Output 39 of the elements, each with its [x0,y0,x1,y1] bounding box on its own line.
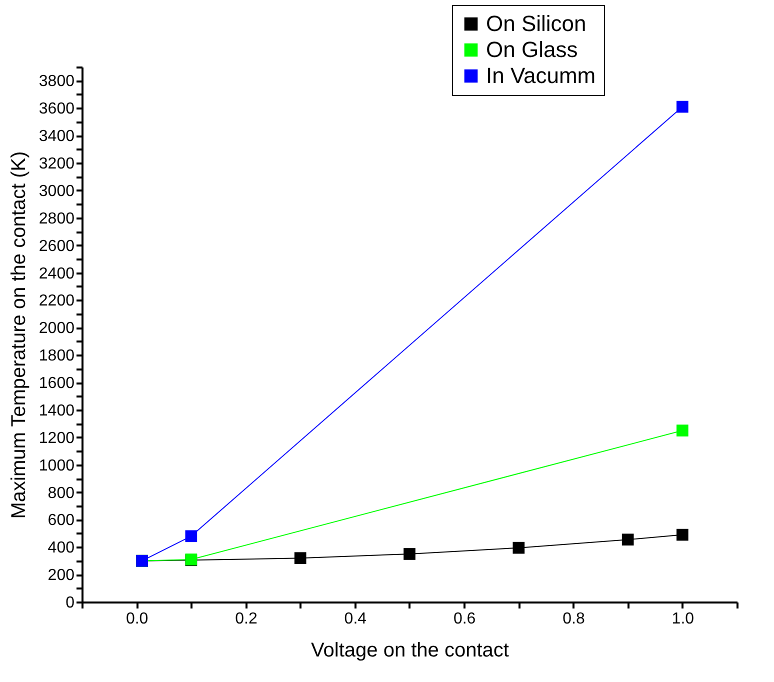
x-tick-label: 0.8 [562,610,585,628]
point [185,530,198,542]
legend-label: On Glass [486,37,578,62]
point [676,424,688,436]
x-tick-label: 0.4 [344,610,367,628]
y-tick-label: 3800 [38,73,75,90]
y-tick-label: 1600 [38,375,75,392]
point [622,534,634,546]
y-tick-label: 2600 [38,238,75,255]
y-tick-label: 2400 [38,265,75,282]
y-tick-label: 1400 [38,402,75,420]
y-tick-label: 3400 [38,128,75,146]
y-tick-label: 2200 [38,292,75,310]
y-tick-label: 800 [48,484,75,502]
y-tick-label: 200 [48,567,75,584]
point [404,548,416,560]
y-tick-label: 600 [48,512,75,530]
y-tick-label: 2800 [38,210,75,228]
y-tick-label: 400 [48,540,75,557]
x-tick-label: 0.0 [126,610,148,628]
y-tick-label: 3200 [38,156,75,173]
legend-label: On Silicon [486,11,586,36]
point [294,552,306,564]
x-tick-label: 0.6 [453,610,476,628]
x-axis-title: Voltage on the contact [311,640,510,662]
point [676,528,688,541]
y-tick-label: 0 [66,594,75,612]
legend-label: In Vacumm [486,63,596,88]
y-tick-label: 3000 [38,182,75,200]
y-tick-label: 1200 [38,430,75,447]
y-tick-label: 1000 [38,457,75,474]
y-tick-label: 1800 [38,348,75,365]
y-tick-label: 3600 [38,100,75,118]
y-tick-label: 2000 [38,320,75,338]
x-tick-label: 0.2 [235,610,258,628]
point [676,100,688,113]
point [512,542,525,554]
y-axis-title: Maximum Temperature on the contact (K) [8,151,30,519]
x-tick-label: 1.0 [672,610,694,628]
